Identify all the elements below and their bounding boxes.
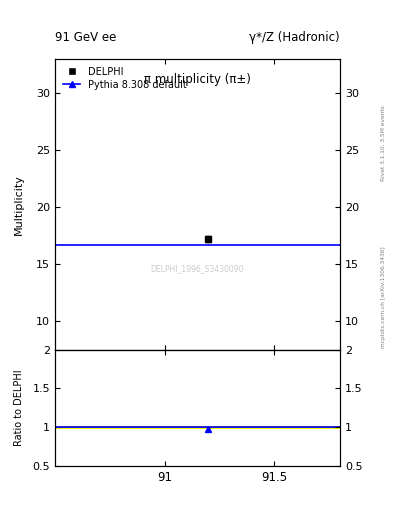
Text: π multiplicity (π±): π multiplicity (π±) — [144, 73, 251, 87]
Text: 91 GeV ee: 91 GeV ee — [55, 31, 116, 44]
Bar — [55, 425, 340, 429]
Text: Rivet 3.1.10, 3.5M events: Rivet 3.1.10, 3.5M events — [381, 105, 386, 181]
Text: γ*/Z (Hadronic): γ*/Z (Hadronic) — [249, 31, 340, 44]
Bar — [55, 427, 340, 428]
Y-axis label: Ratio to DELPHI: Ratio to DELPHI — [14, 370, 24, 446]
Y-axis label: Multiplicity: Multiplicity — [14, 174, 24, 234]
Text: DELPHI_1996_S3430090: DELPHI_1996_S3430090 — [151, 264, 244, 273]
Text: mcplots.cern.ch [arXiv:1306.3436]: mcplots.cern.ch [arXiv:1306.3436] — [381, 246, 386, 348]
Legend: DELPHI, Pythia 8.308 default: DELPHI, Pythia 8.308 default — [60, 63, 190, 93]
